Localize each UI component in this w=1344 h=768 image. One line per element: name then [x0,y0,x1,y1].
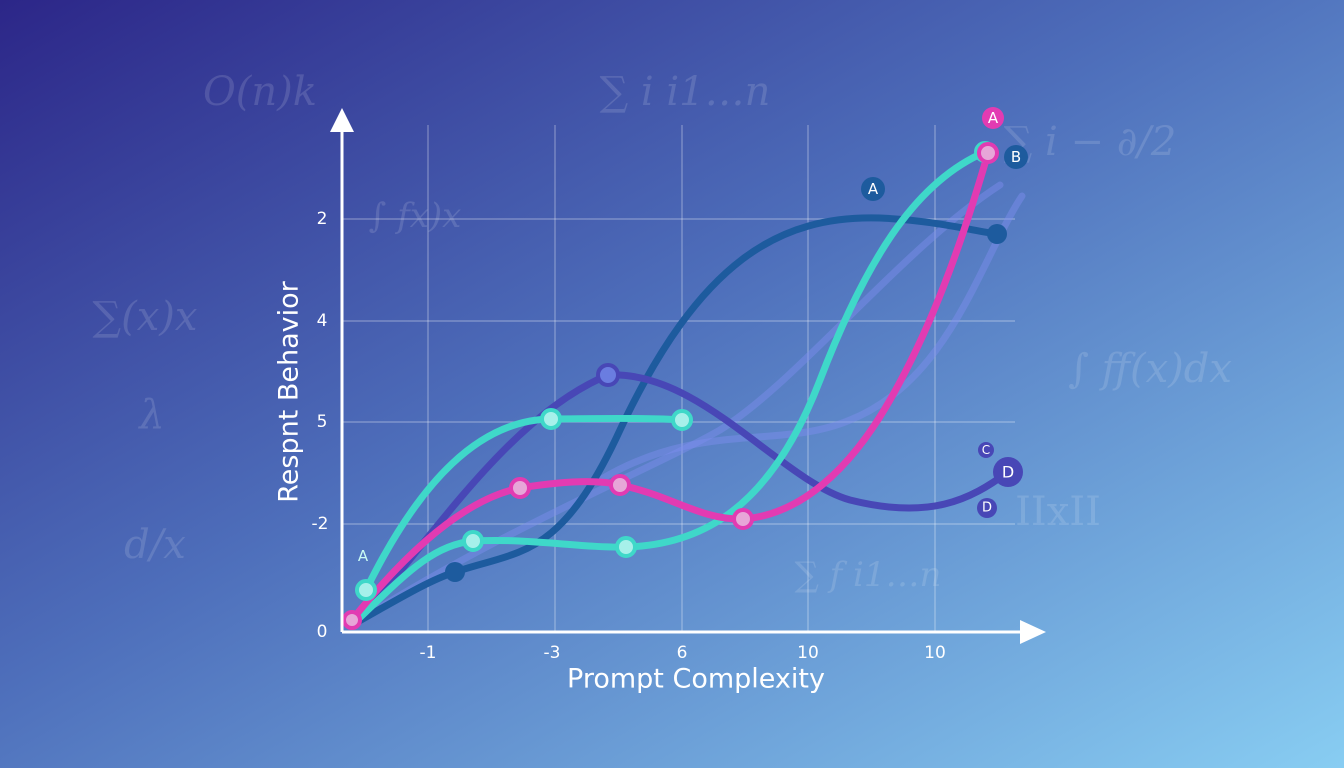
point [732,508,754,530]
point [355,579,377,601]
annotation: D [1002,463,1014,482]
annotation-badge [978,442,994,458]
x-axis-arrow [1020,620,1046,644]
point [462,530,484,552]
y-tick-label: 2 [317,209,328,229]
annotation-badge [1004,145,1028,169]
formula: ∑ f i1…n [795,555,942,595]
point [342,610,362,630]
annotation: D [982,501,992,516]
y-tick-label: -2 [312,514,329,534]
background-formulas: O(n)k ∑ i i1…n ∑ i − ∂/2 ∫ fx)x ∑(x)x λ … [93,69,1232,595]
x-tick-label: 6 [677,643,688,663]
x-tick-label: 10 [797,643,819,663]
annotation-badge [982,107,1004,129]
point [509,477,531,499]
y-tick-label: 5 [317,412,328,432]
point [596,363,620,387]
x-tick-label: -3 [544,643,561,663]
curve [348,148,989,629]
curve [348,149,992,624]
formula: ∑(x)x [93,294,198,340]
y-tick-label: 4 [317,311,328,331]
point [615,536,637,558]
point [987,224,1007,244]
faint-curve [596,192,1026,484]
formula: d/x [124,522,186,568]
point [609,474,631,496]
points [342,141,1023,630]
point [977,142,999,164]
point [540,408,562,430]
formula: ∫ ff(x)dx [1068,346,1232,392]
curve [348,371,1012,629]
x-tick-label: 10 [924,643,946,663]
annotation-badge [861,177,885,201]
axes: 2 4 5 -2 0 -1 -3 6 10 10 Prompt Complexi… [274,108,1046,695]
annotations: A B A A C D D [358,107,1028,565]
annotation: A [868,180,879,198]
formula: ∑ i i1…n [600,69,771,115]
annotation-badge [977,498,997,518]
formula: ∑ i − ∂/2 [1004,119,1177,165]
annotation: A [988,109,999,127]
faint-curve [348,181,1004,629]
y-tick-label: 0 [317,622,328,642]
annotation: C [982,443,990,457]
y-axis-label: Respnt Behavior [274,280,305,502]
annotation: A [358,547,369,565]
formula: O(n)k [203,69,317,115]
point [993,457,1023,487]
curve [362,414,686,594]
formula: IIxII [1015,489,1101,535]
formula: ∫ fx)x [369,196,462,236]
formula: λ [137,392,164,438]
y-axis-arrow [330,108,354,132]
x-tick-label: -1 [420,643,437,663]
point [445,562,465,582]
point [671,409,693,431]
x-axis-label: Prompt Complexity [567,664,825,695]
annotation: B [1011,148,1021,166]
curves [348,148,1026,629]
